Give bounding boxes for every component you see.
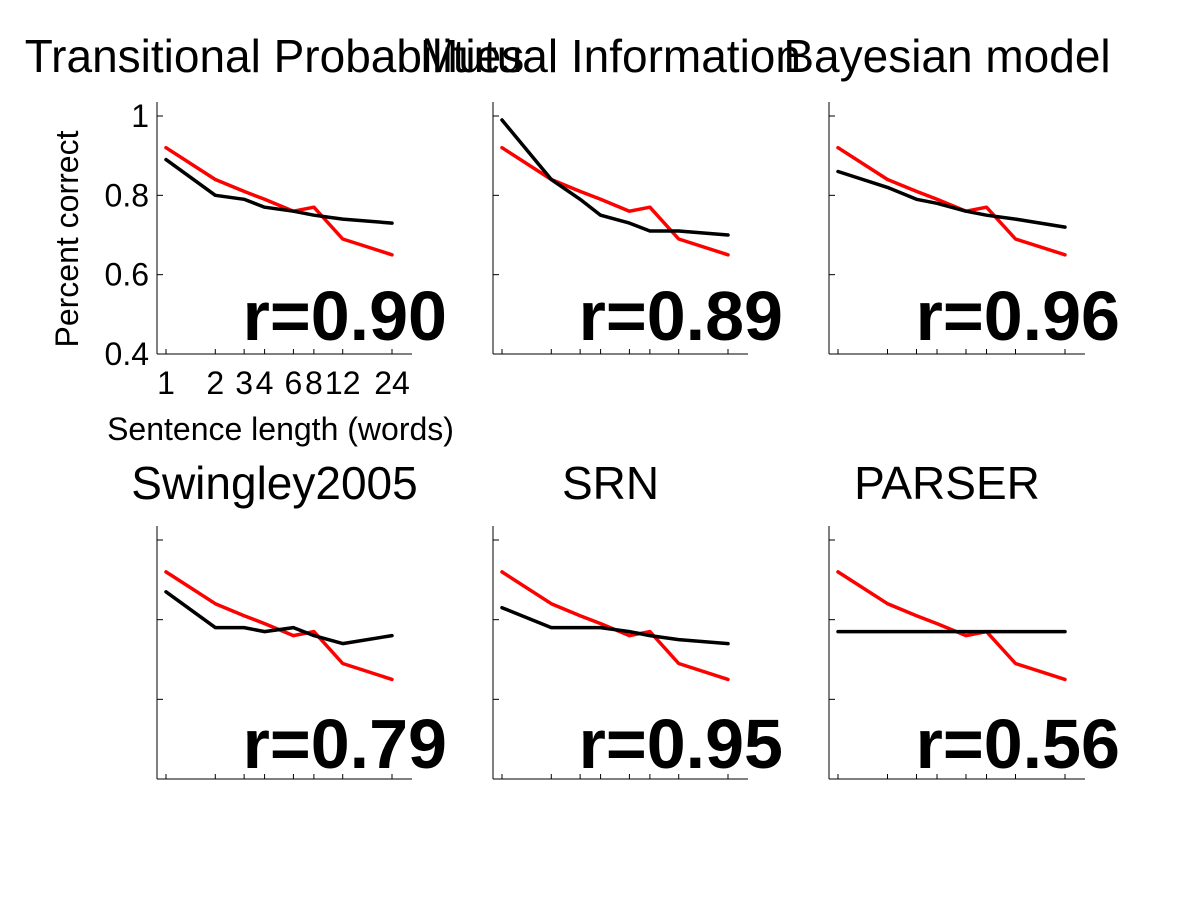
panel-4-r-annotation: r=0.79	[243, 705, 447, 783]
panel-1-y-tick-label: 0.8	[105, 177, 149, 213]
panel-1-x-axis-label: Sentence length (words)	[107, 411, 454, 447]
panel-1-x-tick-label: 1	[157, 365, 175, 401]
panel-1-x-tick-label: 2	[206, 365, 224, 401]
panel-5-series-black-line	[500, 605, 730, 646]
panel-1-x-tick-label: 4	[256, 365, 274, 401]
panel-3-r-annotation: r=0.96	[916, 277, 1120, 355]
panel-1-x-tick-label: 3	[235, 365, 253, 401]
panel-1-y-tick-label: 0.6	[105, 257, 149, 293]
panel-6-title: PARSER	[854, 457, 1040, 509]
panel-5-title: SRN	[562, 457, 659, 509]
panel-1-y-tick-label: 1	[131, 98, 149, 134]
panel-2-r-annotation: r=0.89	[579, 277, 783, 355]
panel-1-x-tick-label: 12	[325, 365, 361, 401]
panel-1-x-tick-label: 24	[374, 365, 410, 401]
panel-3-series-black-line	[836, 169, 1067, 229]
panel-1-r-annotation: r=0.90	[243, 277, 447, 355]
panel-4-title: Swingley2005	[131, 457, 417, 509]
panel-2-title: Mutual Information	[420, 30, 801, 82]
panel-3-title: Bayesian model	[783, 30, 1110, 82]
panel-2-series-black-line	[500, 118, 730, 237]
panel-1-series-red-line	[164, 145, 394, 257]
panel-1-x-tick-label: 8	[305, 365, 323, 401]
panel-1-y-tick-label: 0.4	[105, 336, 149, 372]
panel-1-x-tick-label: 6	[285, 365, 303, 401]
panel-5-r-annotation: r=0.95	[579, 705, 783, 783]
panel-4-series-black-line	[164, 590, 394, 646]
panel-3-series-red-line	[836, 145, 1067, 257]
panel-6-r-annotation: r=0.56	[916, 705, 1120, 783]
panel-1-title: Transitional Probabilities	[25, 30, 524, 82]
panel-1-y-axis-label: Percent correct	[49, 130, 85, 347]
panel-1-series-black-line	[164, 157, 394, 225]
panel-6-series-red-line	[836, 570, 1067, 682]
